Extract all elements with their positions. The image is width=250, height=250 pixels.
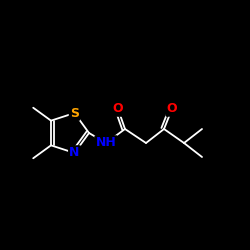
Text: O: O: [167, 102, 177, 116]
Text: S: S: [70, 106, 79, 120]
Text: O: O: [113, 102, 123, 116]
Text: NH: NH: [96, 136, 116, 149]
Text: N: N: [69, 146, 80, 160]
